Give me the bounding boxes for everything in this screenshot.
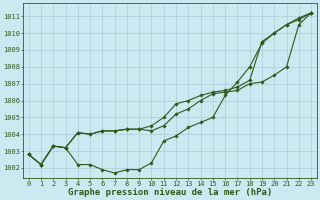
- X-axis label: Graphe pression niveau de la mer (hPa): Graphe pression niveau de la mer (hPa): [68, 188, 272, 197]
